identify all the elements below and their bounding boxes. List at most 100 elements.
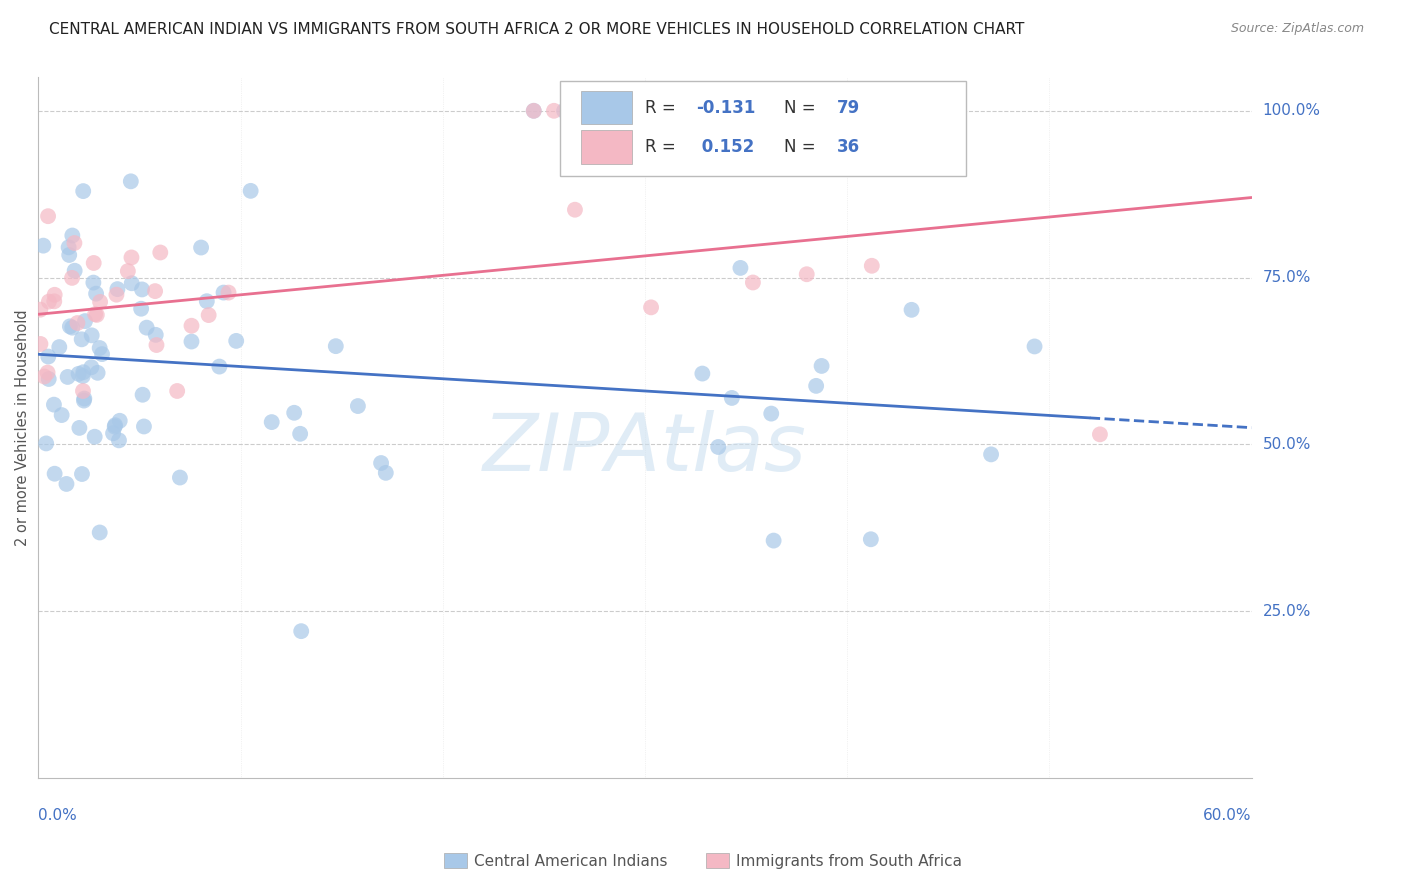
Point xyxy=(288,426,311,441)
Text: 75.0%: 75.0% xyxy=(1263,270,1310,285)
Point xyxy=(145,327,167,342)
Point xyxy=(195,294,218,309)
Point xyxy=(741,276,763,290)
Text: R =: R = xyxy=(645,98,681,117)
Point xyxy=(347,399,370,413)
Point xyxy=(58,248,80,262)
Point xyxy=(218,285,240,300)
Point xyxy=(30,302,52,317)
Point xyxy=(166,384,188,398)
Point xyxy=(212,285,235,300)
Point xyxy=(104,419,127,434)
Point xyxy=(51,408,73,422)
Point xyxy=(84,307,107,321)
Point xyxy=(239,184,262,198)
Point xyxy=(60,228,83,243)
Point xyxy=(707,440,730,454)
Point xyxy=(730,260,752,275)
Point xyxy=(564,202,586,217)
Point xyxy=(721,391,744,405)
Point xyxy=(105,287,128,301)
Point xyxy=(72,184,94,198)
Point xyxy=(34,369,56,384)
Text: N =: N = xyxy=(785,98,821,117)
Point xyxy=(37,366,59,380)
Point xyxy=(761,407,783,421)
Point xyxy=(63,235,86,250)
Point xyxy=(104,418,127,433)
Point xyxy=(553,103,575,118)
Point xyxy=(149,245,172,260)
Point xyxy=(180,318,202,333)
Point xyxy=(374,466,396,480)
Text: 60.0%: 60.0% xyxy=(1204,808,1251,823)
Point xyxy=(83,256,105,270)
Text: ZIPAtlas: ZIPAtlas xyxy=(484,409,807,488)
Point xyxy=(1024,339,1046,353)
Point xyxy=(83,430,105,444)
Point xyxy=(80,360,103,375)
Point xyxy=(60,271,83,285)
Point xyxy=(370,456,392,470)
Point xyxy=(58,240,80,254)
Point xyxy=(325,339,347,353)
Point xyxy=(169,470,191,484)
Point xyxy=(35,436,58,450)
Point xyxy=(796,267,818,281)
Point xyxy=(89,341,111,355)
Point xyxy=(810,359,832,373)
Point xyxy=(121,251,143,265)
Point xyxy=(42,398,65,412)
Text: 0.0%: 0.0% xyxy=(38,808,77,823)
Point xyxy=(55,477,77,491)
Point xyxy=(101,426,124,441)
Point xyxy=(59,319,82,334)
Point xyxy=(523,103,546,118)
Point xyxy=(89,525,111,540)
Point xyxy=(73,393,96,408)
Point xyxy=(32,238,55,252)
Legend: Central American Indians, Immigrants from South Africa: Central American Indians, Immigrants fro… xyxy=(437,847,969,875)
Point xyxy=(859,533,882,547)
Point xyxy=(37,350,59,364)
Point xyxy=(89,294,111,309)
Text: Source: ZipAtlas.com: Source: ZipAtlas.com xyxy=(1230,22,1364,36)
Point xyxy=(56,370,79,384)
Point xyxy=(30,337,52,351)
Bar xyxy=(581,91,631,124)
Point xyxy=(180,334,202,349)
Point xyxy=(70,467,93,481)
Point xyxy=(107,282,129,296)
Point xyxy=(70,332,93,346)
Point xyxy=(129,301,152,316)
Text: R =: R = xyxy=(645,137,681,156)
Point xyxy=(86,366,108,380)
Text: 50.0%: 50.0% xyxy=(1263,437,1310,452)
Point xyxy=(37,209,59,223)
Point xyxy=(108,414,131,428)
Point xyxy=(860,259,883,273)
Text: 0.152: 0.152 xyxy=(696,137,754,156)
Bar xyxy=(581,130,631,163)
Point xyxy=(44,294,66,309)
Point xyxy=(197,308,219,322)
Point xyxy=(131,388,153,402)
Point xyxy=(86,308,108,322)
Point xyxy=(67,421,90,435)
Point xyxy=(91,347,114,361)
FancyBboxPatch shape xyxy=(560,81,966,176)
Point xyxy=(38,294,60,309)
Point xyxy=(82,276,104,290)
Point xyxy=(290,624,312,639)
Point xyxy=(640,301,662,315)
Point xyxy=(145,338,167,352)
Point xyxy=(72,365,94,379)
Point xyxy=(108,434,131,448)
Point xyxy=(135,320,157,334)
Point xyxy=(190,240,212,254)
Point xyxy=(543,103,565,118)
Point xyxy=(131,282,153,296)
Point xyxy=(283,406,305,420)
Point xyxy=(132,419,155,434)
Text: 100.0%: 100.0% xyxy=(1263,103,1320,119)
